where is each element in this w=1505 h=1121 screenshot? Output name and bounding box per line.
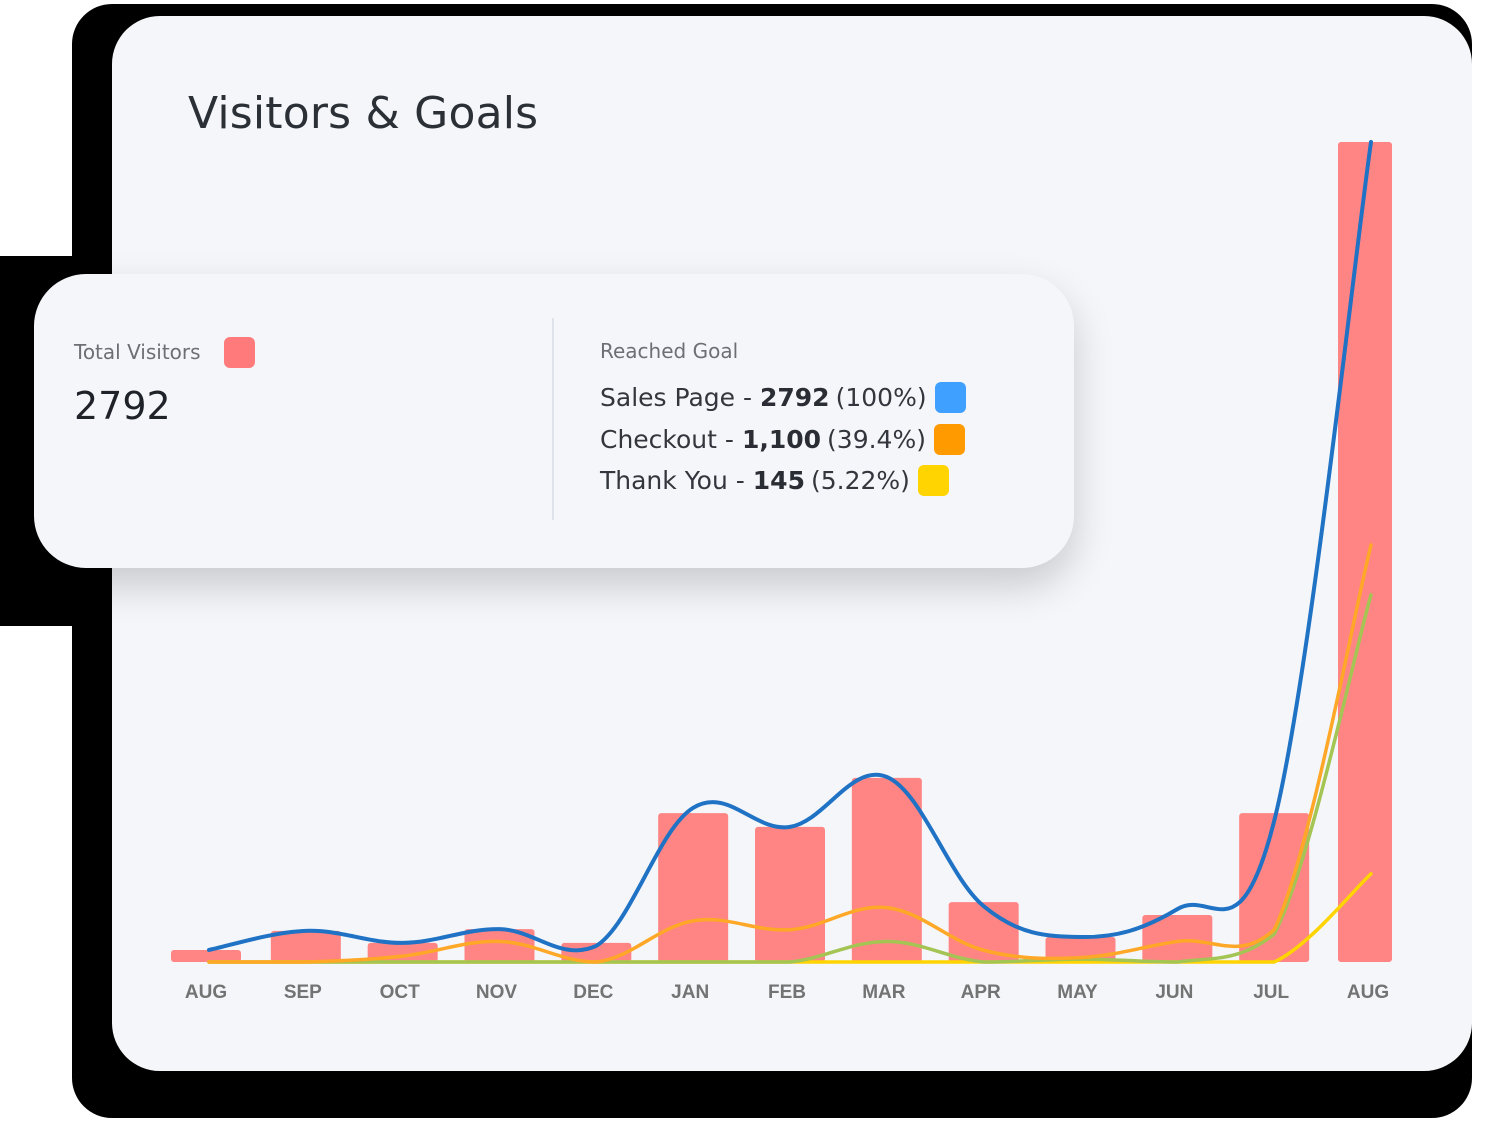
bar-aug bbox=[1338, 142, 1392, 962]
bar-jun bbox=[1142, 915, 1213, 962]
goal-percent: (100%) bbox=[835, 383, 927, 412]
x-tick-label: AUG bbox=[185, 982, 227, 1003]
summary-tooltip bbox=[34, 274, 1074, 568]
bar-jul bbox=[1239, 813, 1310, 962]
chart-title: Visitors & Goals bbox=[188, 88, 539, 139]
line-checkout bbox=[207, 543, 1373, 964]
x-axis-labels: AUG SEP OCT NOV DEC JAN FEB MAR APR MAY JUN JUL AUG bbox=[185, 982, 1389, 1003]
bar-series-total-visitors bbox=[171, 142, 1392, 962]
goal-separator: - bbox=[742, 383, 752, 412]
bar-mar bbox=[851, 777, 922, 962]
x-tick-label: JUL bbox=[1253, 982, 1289, 1003]
goal-percent: (39.4%) bbox=[827, 425, 926, 454]
x-tick-label: JUN bbox=[1155, 982, 1193, 1003]
x-tick-label: FEB bbox=[768, 982, 806, 1003]
goal-separator: - bbox=[724, 425, 734, 454]
goal-percent: (5.22%) bbox=[810, 466, 910, 495]
goal-name: Thank You bbox=[600, 466, 728, 495]
goal-count: 145 bbox=[752, 466, 805, 495]
bar-aug bbox=[171, 949, 241, 962]
bar-nov bbox=[464, 929, 535, 962]
x-tick-label: SEP bbox=[284, 982, 322, 1003]
x-tick-label: NOV bbox=[476, 982, 518, 1003]
goal-row-checkout: Checkout -1,100 (39.4%) bbox=[600, 424, 965, 455]
summary-divider bbox=[552, 318, 554, 520]
goal-count: 1,100 bbox=[741, 425, 822, 454]
checkout-legend-swatch bbox=[933, 424, 965, 455]
bar-feb bbox=[755, 826, 825, 962]
goal-row-sales-page: Sales Page -2792 (100%) bbox=[600, 382, 966, 413]
total-visitors-value: 2792 bbox=[74, 384, 171, 428]
reached-goal-label: Reached Goal bbox=[600, 339, 739, 363]
bar-sep bbox=[270, 930, 341, 962]
x-tick-label: AUG bbox=[1347, 982, 1389, 1003]
line-green-series bbox=[207, 593, 1373, 964]
goal-name: Sales Page bbox=[600, 383, 736, 412]
x-tick-label: MAY bbox=[1057, 982, 1098, 1003]
goal-name: Checkout bbox=[600, 425, 717, 454]
line-series bbox=[207, 140, 1373, 964]
goal-row-thank-you: Thank You -145 (5.22%) bbox=[600, 465, 949, 496]
x-tick-label: JAN bbox=[671, 982, 709, 1003]
x-tick-label: OCT bbox=[380, 982, 421, 1003]
bar-apr bbox=[948, 902, 1019, 962]
total-visitors-label: Total Visitors bbox=[74, 340, 201, 364]
total-visitors-legend-swatch bbox=[224, 337, 255, 368]
goal-count: 2792 bbox=[760, 383, 830, 412]
line-sales-page bbox=[207, 140, 1373, 953]
x-tick-label: DEC bbox=[573, 982, 613, 1003]
goal-separator: - bbox=[735, 466, 745, 495]
x-tick-label: APR bbox=[961, 982, 1001, 1003]
thank-you-legend-swatch bbox=[917, 465, 949, 496]
sales-page-legend-swatch bbox=[934, 382, 966, 413]
x-tick-label: MAR bbox=[862, 982, 906, 1003]
